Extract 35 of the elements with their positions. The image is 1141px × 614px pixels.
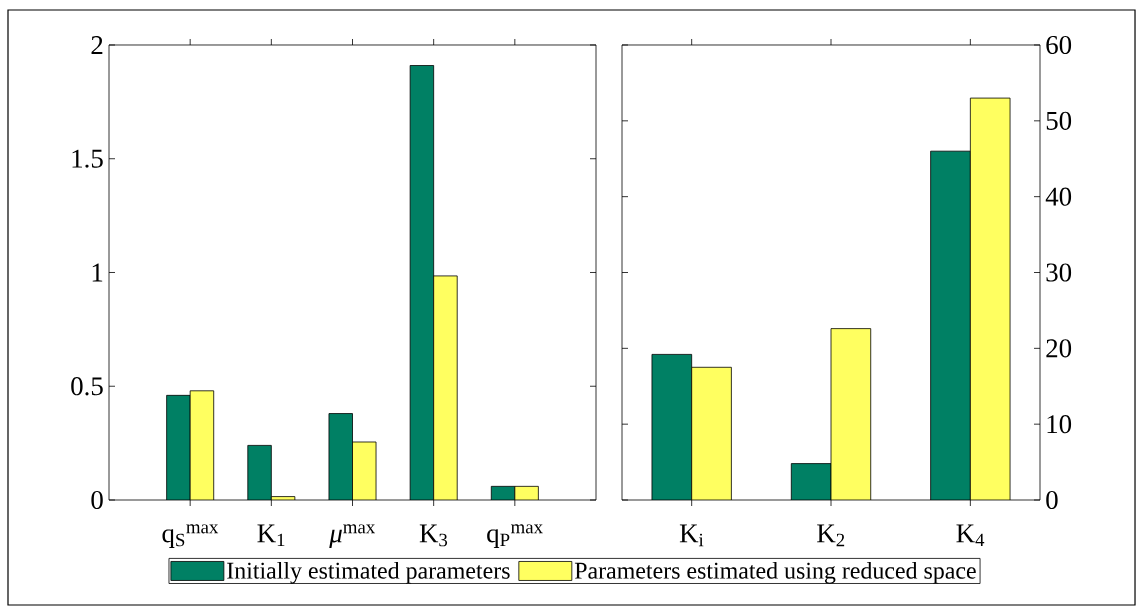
y2-tick-label: 60 — [1046, 35, 1072, 55]
bar — [790, 463, 832, 500]
bar — [352, 441, 377, 500]
x-tick-label: q$_{P}$max — [487, 524, 543, 548]
bar — [166, 394, 191, 500]
y2-tick-label: 50 — [1046, 111, 1072, 130]
x-tick-label: K$_{1}$ — [257, 524, 285, 547]
y-tick-label: 0.5 — [71, 377, 103, 396]
y2-tick-label: 40 — [1045, 187, 1072, 206]
legend-label: Parameters estimated using reduced space — [574, 561, 976, 584]
y2-tick-label: 20 — [1046, 339, 1072, 358]
y-tick-label: 1.5 — [72, 149, 103, 168]
y2-tick-label: 10 — [1047, 415, 1072, 434]
bar — [409, 65, 435, 500]
bar — [969, 97, 1011, 500]
bar — [189, 390, 215, 500]
x-tick-label: μ$^{max}$ — [329, 524, 375, 548]
bar — [691, 366, 732, 500]
x-tick-label: K$_{3}$ — [419, 524, 448, 547]
x-tick-label: K$_{i}$ — [679, 524, 704, 547]
bar — [651, 354, 693, 500]
x-tick-label: K$_{4}$ — [956, 524, 985, 547]
bar — [247, 445, 272, 500]
y2-tick-label: 0 — [1046, 490, 1058, 510]
bar — [830, 328, 872, 500]
x-tick-label: K$_{2}$ — [817, 524, 845, 547]
bar — [930, 150, 971, 500]
bar — [433, 275, 458, 500]
y-tick-label: 1 — [92, 263, 103, 282]
x-tick-label: q$_{S}$max — [162, 524, 219, 548]
bar — [328, 413, 353, 500]
legend-label: Initially estimated parameters — [227, 561, 510, 584]
y2-tick-label: 30 — [1046, 263, 1072, 282]
y-tick-label: 0 — [91, 490, 103, 510]
y-tick-label: 2 — [91, 36, 103, 54]
